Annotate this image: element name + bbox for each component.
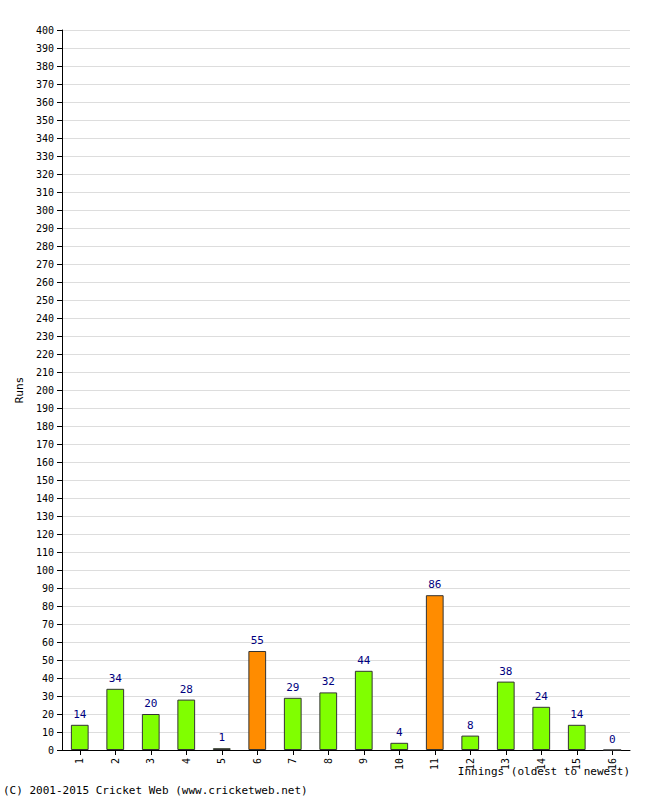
svg-text:120: 120 <box>36 529 54 540</box>
svg-text:10: 10 <box>42 727 54 738</box>
svg-text:Runs: Runs <box>13 377 26 404</box>
svg-text:8: 8 <box>467 719 474 732</box>
svg-text:190: 190 <box>36 403 54 414</box>
svg-text:30: 30 <box>42 691 54 702</box>
svg-text:250: 250 <box>36 295 54 306</box>
svg-text:150: 150 <box>36 475 54 486</box>
svg-text:86: 86 <box>428 578 441 591</box>
svg-text:240: 240 <box>36 313 54 324</box>
svg-text:15: 15 <box>571 758 582 770</box>
svg-text:210: 210 <box>36 367 54 378</box>
svg-text:0: 0 <box>609 733 616 746</box>
svg-text:130: 130 <box>36 511 54 522</box>
svg-text:32: 32 <box>322 675 335 688</box>
svg-text:6: 6 <box>252 758 263 764</box>
svg-text:9: 9 <box>358 758 369 764</box>
svg-text:28: 28 <box>180 683 193 696</box>
svg-text:90: 90 <box>42 583 54 594</box>
svg-text:400: 400 <box>36 25 54 36</box>
svg-text:60: 60 <box>42 637 54 648</box>
svg-text:170: 170 <box>36 439 54 450</box>
svg-text:0: 0 <box>48 745 54 756</box>
svg-text:200: 200 <box>36 385 54 396</box>
svg-text:180: 180 <box>36 421 54 432</box>
svg-text:5: 5 <box>216 758 227 764</box>
svg-text:220: 220 <box>36 349 54 360</box>
svg-text:34: 34 <box>109 672 123 685</box>
svg-text:1: 1 <box>74 758 85 764</box>
svg-text:40: 40 <box>42 673 54 684</box>
svg-text:80: 80 <box>42 601 54 612</box>
svg-text:270: 270 <box>36 259 54 270</box>
svg-text:29: 29 <box>286 681 299 694</box>
svg-text:16: 16 <box>607 758 618 770</box>
svg-text:14: 14 <box>73 708 87 721</box>
svg-text:260: 260 <box>36 277 54 288</box>
svg-text:12: 12 <box>465 758 476 770</box>
svg-text:340: 340 <box>36 133 54 144</box>
svg-text:370: 370 <box>36 79 54 90</box>
svg-text:390: 390 <box>36 43 54 54</box>
svg-text:20: 20 <box>144 697 157 710</box>
svg-text:160: 160 <box>36 457 54 468</box>
svg-text:7: 7 <box>287 758 298 764</box>
svg-text:50: 50 <box>42 655 54 666</box>
svg-text:300: 300 <box>36 205 54 216</box>
svg-text:70: 70 <box>42 619 54 630</box>
svg-text:350: 350 <box>36 115 54 126</box>
svg-text:310: 310 <box>36 187 54 198</box>
svg-text:20: 20 <box>42 709 54 720</box>
svg-text:2: 2 <box>110 758 121 764</box>
svg-text:13: 13 <box>500 758 511 770</box>
svg-text:360: 360 <box>36 97 54 108</box>
svg-text:(C) 2001-2015 Cricket Web (www: (C) 2001-2015 Cricket Web (www.cricketwe… <box>3 784 308 797</box>
svg-text:230: 230 <box>36 331 54 342</box>
svg-text:11: 11 <box>429 758 440 770</box>
svg-text:140: 140 <box>36 493 54 504</box>
svg-text:110: 110 <box>36 547 54 558</box>
svg-text:10: 10 <box>394 758 405 770</box>
svg-text:330: 330 <box>36 151 54 162</box>
svg-text:100: 100 <box>36 565 54 576</box>
svg-text:44: 44 <box>357 654 371 667</box>
svg-text:3: 3 <box>145 758 156 764</box>
svg-text:8: 8 <box>323 758 334 764</box>
svg-text:4: 4 <box>396 726 403 739</box>
svg-text:380: 380 <box>36 61 54 72</box>
svg-text:55: 55 <box>251 634 264 647</box>
svg-text:38: 38 <box>499 665 512 678</box>
svg-text:Innings (oldest to newest): Innings (oldest to newest) <box>457 765 630 778</box>
svg-text:280: 280 <box>36 241 54 252</box>
svg-text:24: 24 <box>535 690 549 703</box>
svg-text:1: 1 <box>218 731 225 744</box>
svg-text:290: 290 <box>36 223 54 234</box>
svg-text:14: 14 <box>570 708 584 721</box>
svg-text:4: 4 <box>181 758 192 764</box>
svg-text:14: 14 <box>536 758 547 770</box>
svg-text:320: 320 <box>36 169 54 180</box>
